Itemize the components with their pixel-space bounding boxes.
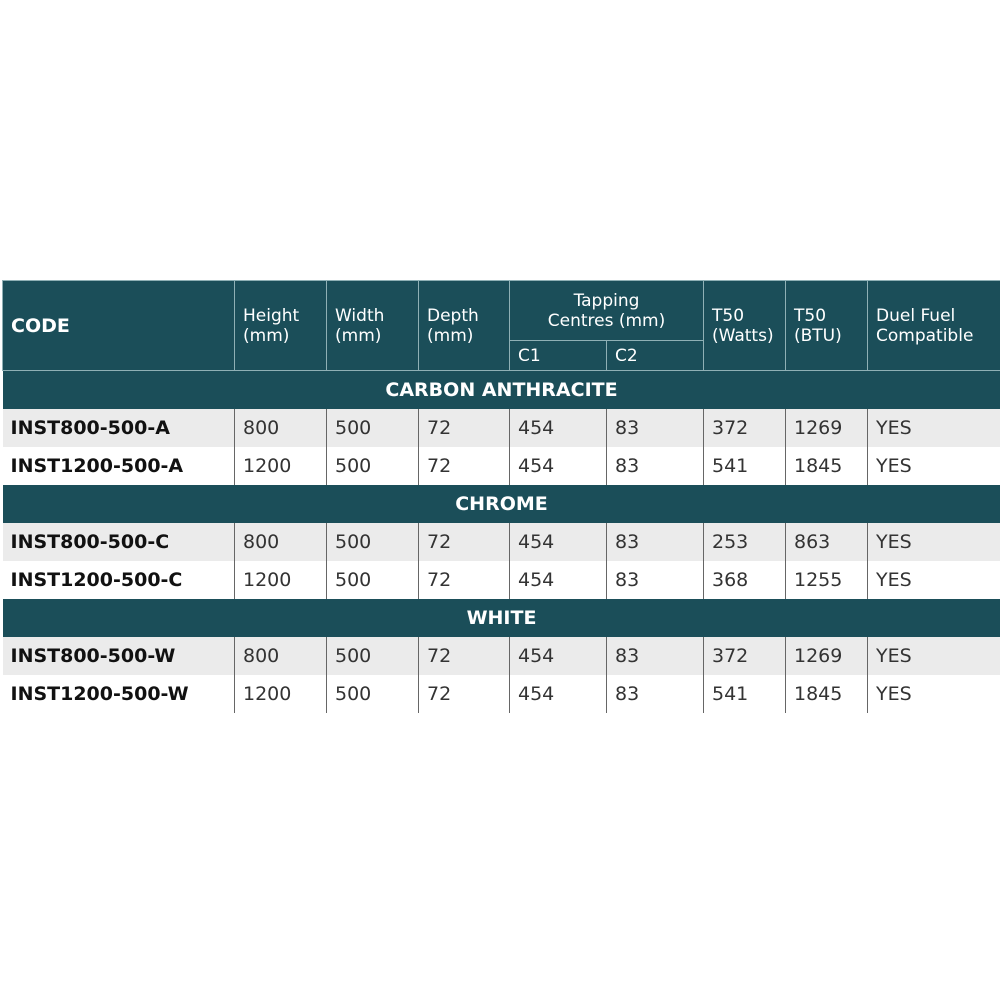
table-cell: 83: [606, 447, 704, 485]
product-code: INST1200-500-C: [2, 561, 235, 599]
table-row: INST1200-500-W 1200 500 72 454 83 541 1845 YES: [2, 675, 1000, 713]
table-cell: 500: [326, 637, 419, 675]
table-cell: YES: [867, 447, 1000, 485]
table-body: CARBON ANTHRACITE INST800-500-A 800 500 72 45…: [2, 370, 1000, 713]
table-cell: 454: [509, 561, 607, 599]
table-cell: 1269: [785, 637, 868, 675]
table-cell: 1845: [785, 675, 868, 713]
table-cell: 500: [326, 561, 419, 599]
table-cell: 72: [418, 447, 510, 485]
table-cell: 454: [509, 637, 607, 675]
table-cell: 541: [703, 447, 786, 485]
group-row: CARBON ANTHRACITE: [2, 370, 1000, 409]
group-title: CARBON ANTHRACITE: [2, 370, 1000, 409]
table-cell: 83: [606, 561, 704, 599]
group-title: CHROME: [2, 485, 1000, 523]
table-cell: 454: [509, 523, 607, 561]
table-cell: 541: [703, 675, 786, 713]
table-row: INST1200-500-A 1200 500 72 454 83 541 1845 YES: [2, 447, 1000, 485]
table-cell: 1200: [234, 447, 327, 485]
table-cell: 454: [509, 675, 607, 713]
table-row: INST800-500-C 800 500 72 454 83 253 863 YES: [2, 523, 1000, 561]
table-cell: 500: [326, 523, 419, 561]
product-code: INST800-500-A: [2, 409, 235, 447]
group-row: CHROME: [2, 485, 1000, 523]
table-cell: 83: [606, 675, 704, 713]
table-cell: 863: [785, 523, 868, 561]
table-cell: YES: [867, 637, 1000, 675]
table-cell: 500: [326, 409, 419, 447]
header-t50-btu: T50 (BTU): [785, 280, 868, 371]
table-cell: 454: [509, 447, 607, 485]
table-cell: 72: [418, 637, 510, 675]
header-dual-fuel: Duel Fuel Compatible: [867, 280, 1000, 371]
header-code: CODE: [2, 280, 235, 371]
table-cell: 500: [326, 447, 419, 485]
group-title: WHITE: [2, 599, 1000, 637]
table-cell: 368: [703, 561, 786, 599]
table-cell: 454: [509, 409, 607, 447]
table-cell: YES: [867, 523, 1000, 561]
table-cell: YES: [867, 409, 1000, 447]
table-cell: 253: [703, 523, 786, 561]
table-cell: 500: [326, 675, 419, 713]
table-cell: 1200: [234, 561, 327, 599]
group-row: WHITE: [2, 599, 1000, 637]
table-cell: 1845: [785, 447, 868, 485]
table-cell: 800: [234, 523, 327, 561]
table-cell: 800: [234, 409, 327, 447]
table-cell: 83: [606, 637, 704, 675]
spec-table: CODE Height (mm) Width (mm) Depth (mm) Tapp…: [2, 280, 1000, 713]
table-cell: 372: [703, 409, 786, 447]
table-cell: 800: [234, 637, 327, 675]
table-cell: 72: [418, 409, 510, 447]
table-cell: 72: [418, 675, 510, 713]
table-cell: 72: [418, 523, 510, 561]
table-cell: 1269: [785, 409, 868, 447]
table-cell: YES: [867, 675, 1000, 713]
product-code: INST800-500-C: [2, 523, 235, 561]
table-row: INST800-500-W 800 500 72 454 83 372 1269 YES: [2, 637, 1000, 675]
table-cell: 1255: [785, 561, 868, 599]
product-code: INST1200-500-A: [2, 447, 235, 485]
table-cell: 372: [703, 637, 786, 675]
product-code: INST800-500-W: [2, 637, 235, 675]
table-cell: 72: [418, 561, 510, 599]
table-cell: 83: [606, 409, 704, 447]
header-depth: Depth (mm): [418, 280, 510, 371]
header-width: Width (mm): [326, 280, 419, 371]
table-cell: 1200: [234, 675, 327, 713]
table-cell: 83: [606, 523, 704, 561]
header-height: Height (mm): [234, 280, 327, 371]
table-row: INST1200-500-C 1200 500 72 454 83 368 1255 YES: [2, 561, 1000, 599]
header-c1: C1: [509, 340, 607, 371]
header-t50-watts: T50 (Watts): [703, 280, 786, 371]
table-row: INST800-500-A 800 500 72 454 83 372 1269 YES: [2, 409, 1000, 447]
table-cell: YES: [867, 561, 1000, 599]
header-tapping-centres: Tapping Centres (mm): [509, 280, 704, 341]
header-c2: C2: [606, 340, 704, 371]
product-code: INST1200-500-W: [2, 675, 235, 713]
